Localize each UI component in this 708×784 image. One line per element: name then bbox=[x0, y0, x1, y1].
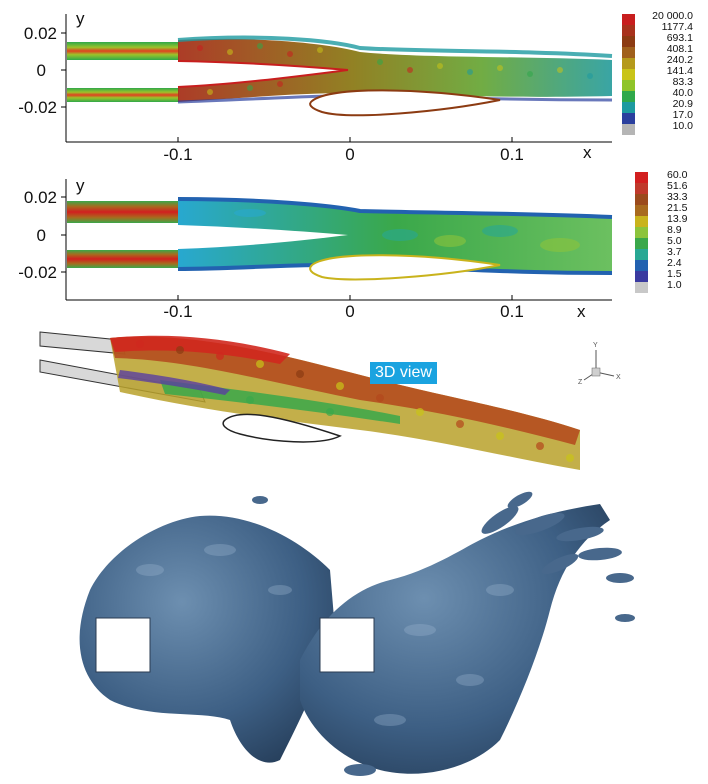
colorbar-label: 20.9 bbox=[673, 98, 694, 110]
panel-3d-view: Y X Z bbox=[0, 320, 708, 480]
colorbar-label: 693.1 bbox=[667, 32, 693, 44]
vortex-lobe-right bbox=[300, 504, 610, 774]
colorbar-label: 51.6 bbox=[667, 180, 688, 192]
isosurface-3d: Y X Z bbox=[39, 331, 621, 470]
colorbar-label: 83.3 bbox=[673, 76, 694, 88]
contour-plot-top: 0.02 0 -0.02 y -0.1 0 0.1 x bbox=[18, 9, 693, 164]
upper-nozzle-jet bbox=[67, 42, 179, 60]
vortex-filaments bbox=[252, 491, 635, 776]
colorbar-label: 21.5 bbox=[667, 202, 688, 214]
colorbar-label: 1177.4 bbox=[662, 21, 693, 33]
turbulent-wake-region bbox=[178, 38, 612, 102]
x-tick-label: 0.1 bbox=[500, 302, 524, 320]
panel-vortex-isosurface bbox=[0, 480, 708, 784]
colorbar-label: 20 000.0 bbox=[652, 10, 693, 22]
colorbar-label: 141.4 bbox=[667, 65, 693, 77]
colorbar-middle: 60.0 51.6 33.3 21.5 13.9 8.9 5.0 3.7 2.4… bbox=[635, 169, 688, 293]
isosurface-speckle bbox=[136, 340, 574, 462]
colorbar-label: 240.2 bbox=[667, 54, 693, 66]
x-axis-label: x bbox=[577, 302, 586, 320]
square-cylinder-right bbox=[319, 617, 375, 673]
colorbar-label: 13.9 bbox=[667, 213, 688, 225]
colorbar-label: 17.0 bbox=[673, 109, 694, 121]
colorbar-label: 33.3 bbox=[667, 191, 688, 203]
x-tick-label: 0 bbox=[345, 302, 354, 320]
colorbar-label: 10.0 bbox=[673, 120, 694, 132]
upper-nozzle-jet bbox=[67, 201, 179, 223]
colorbar-label: 2.4 bbox=[667, 257, 682, 269]
y-axis-label: y bbox=[76, 9, 85, 28]
y-tick-label: 0.02 bbox=[24, 24, 57, 43]
y-tick-label: -0.02 bbox=[18, 263, 57, 282]
y-tick-label: -0.02 bbox=[18, 98, 57, 117]
x-tick-label: 0.1 bbox=[500, 145, 524, 164]
vortex-isosurface bbox=[79, 491, 635, 776]
colorbar-label: 60.0 bbox=[667, 169, 688, 181]
axis-triad: Y X Z bbox=[578, 342, 621, 386]
lower-nozzle-jet bbox=[67, 250, 179, 268]
y-tick-label: 0 bbox=[37, 61, 46, 80]
square-cylinder-left bbox=[95, 617, 151, 673]
colorbar-label: 408.1 bbox=[667, 43, 693, 55]
turbulence-texture bbox=[197, 43, 593, 95]
x-tick-label: -0.1 bbox=[163, 145, 192, 164]
colorbar-label: 1.0 bbox=[667, 279, 682, 291]
axis-x-label: X bbox=[616, 374, 621, 381]
x-tick-label: -0.1 bbox=[163, 302, 192, 320]
axis-z-label: Z bbox=[578, 379, 583, 386]
colorbar-label: 8.9 bbox=[667, 224, 682, 236]
y-tick-label: 0 bbox=[37, 226, 46, 245]
wake-texture bbox=[234, 209, 580, 252]
x-axis-label: x bbox=[583, 143, 592, 162]
axis-y-label: Y bbox=[593, 342, 598, 349]
y-axis-label: y bbox=[76, 176, 85, 195]
colorbar-label: 5.0 bbox=[667, 235, 682, 247]
lower-nozzle-jet bbox=[67, 88, 179, 102]
contour-plot-middle: 0.02 0 -0.02 y -0.1 0 0.1 x 60.0 51.6 33… bbox=[18, 169, 688, 320]
contour-panel-middle: 0.02 0 -0.02 y -0.1 0 0.1 x 60.0 51.6 33… bbox=[0, 165, 708, 320]
airfoil-3d bbox=[222, 413, 342, 443]
airfoil-body bbox=[309, 254, 501, 281]
colorbar-label: 40.0 bbox=[673, 87, 694, 99]
3d-view-badge: 3D view bbox=[370, 362, 437, 384]
colorbar-label: 3.7 bbox=[667, 246, 682, 258]
vortex-lobe-left bbox=[79, 515, 335, 763]
contour-panel-top: 0.02 0 -0.02 y -0.1 0 0.1 x bbox=[0, 0, 708, 165]
x-tick-label: 0 bbox=[345, 145, 354, 164]
colorbar-top: 20 000.0 1177.4 693.1 408.1 240.2 141.4 … bbox=[622, 10, 693, 135]
airfoil-body bbox=[309, 89, 501, 117]
y-tick-label: 0.02 bbox=[24, 188, 57, 207]
colorbar-label: 1.5 bbox=[667, 268, 682, 280]
potential-core bbox=[178, 225, 348, 249]
